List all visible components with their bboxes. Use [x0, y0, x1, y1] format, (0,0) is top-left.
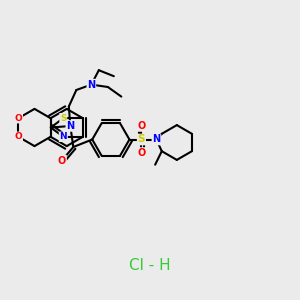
Text: S: S	[60, 114, 67, 123]
Text: N: N	[87, 80, 95, 90]
Text: O: O	[137, 148, 146, 158]
Text: N: N	[66, 121, 74, 131]
Text: O: O	[58, 155, 66, 166]
Text: O: O	[137, 121, 146, 131]
Text: Cl - H: Cl - H	[129, 258, 171, 273]
Text: N: N	[59, 132, 67, 141]
Text: O: O	[14, 132, 22, 141]
Text: N: N	[152, 134, 160, 145]
Text: S: S	[138, 134, 145, 145]
Text: O: O	[14, 114, 22, 123]
